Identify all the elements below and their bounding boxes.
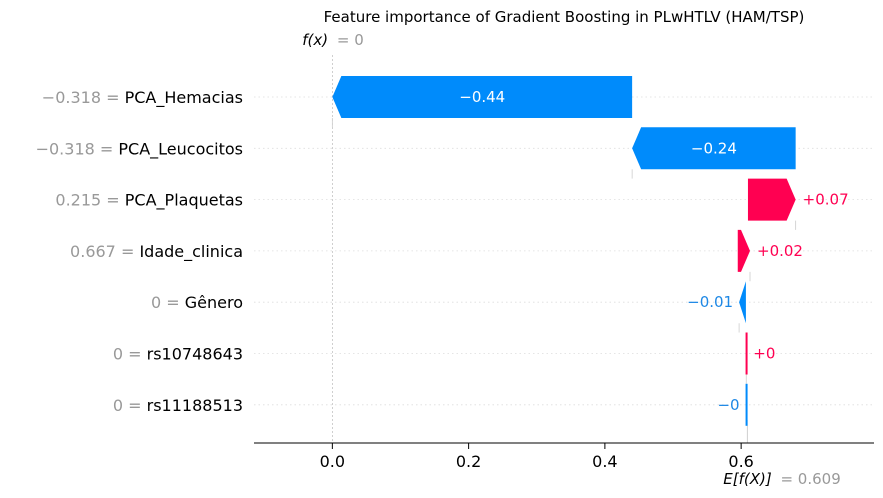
feature-label: 0.667 = Idade_clinica [70,242,243,262]
bar-pca-leucocitos [632,127,796,170]
bar-value-label: +0 [753,345,775,363]
bar-value-label: −0.01 [687,293,733,311]
x-tick-label: 0.0 [320,452,345,471]
bar-rs10748643 [745,332,748,375]
feature-name: rs10748643 [147,345,243,364]
expected-value: = 0.609 [780,470,840,488]
feature-value: 0.215 = [55,191,124,210]
feature-label: 0 = Gênero [151,293,243,312]
value-guides [331,55,797,443]
chart-title: Feature importance of Gradient Boosting … [324,8,805,26]
bar-idade-clinica [737,229,750,272]
feature-name: Gênero [185,293,243,312]
feature-value: −0.318 = [36,139,119,158]
bar-value-label: −0.44 [459,88,505,106]
svg-text:f(x) = 0: f(x) = 0 [302,31,364,49]
bar-value-label: −0 [717,396,739,414]
feature-value: −0.318 = [42,88,125,107]
feature-name: Idade_clinica [139,242,243,262]
x-tick-label: 0.6 [728,452,753,471]
bar-value-label: +0.02 [757,242,803,260]
x-axis-ticks: 0.0 0.2 0.4 0.6 [320,443,754,471]
feature-value: 0 = [113,396,147,415]
bar-rs11188513 [745,383,748,426]
feature-value: 0 = [151,293,185,312]
feature-label: −0.318 = PCA_Leucocitos [36,139,243,159]
expected-annotation: E[f(X)] = 0.609 [723,470,841,488]
feature-label: 0.215 = PCA_Plaquetas [55,191,243,211]
bar-g-nero [739,281,746,324]
feature-name: PCA_Plaquetas [125,191,243,211]
bars-group: −0.44 −0.24 +0.07 +0.02 −0.01 +0 −0 [332,76,849,426]
svg-text:E[f(X)] = 0.609: E[f(X)] = 0.609 [723,470,841,488]
bar-pca-hemacias [332,76,633,118]
expected-label: E[f(X)] [723,470,772,488]
feature-value: 0 = [113,345,147,364]
feature-label: 0 = rs10748643 [113,345,243,364]
x-tick-label: 0.4 [592,452,617,471]
fx-value: = 0 [337,31,364,49]
feature-label: 0 = rs11188513 [113,396,243,415]
feature-name: PCA_Hemacias [125,88,243,108]
feature-name: rs11188513 [147,396,243,415]
bar-value-label: +0.07 [803,191,849,209]
fx-label: f(x) [302,31,328,49]
feature-label: −0.318 = PCA_Hemacias [42,88,243,108]
x-tick-label: 0.2 [456,452,481,471]
feature-name: PCA_Leucocitos [118,139,243,159]
bar-value-label: −0.24 [691,139,737,157]
feature-value: 0.667 = [70,242,139,261]
bar-pca-plaquetas [747,178,796,221]
feature-labels: −0.318 = PCA_Hemacias−0.318 = PCA_Leucoc… [36,88,243,415]
fx-annotation: f(x) = 0 [302,31,364,49]
